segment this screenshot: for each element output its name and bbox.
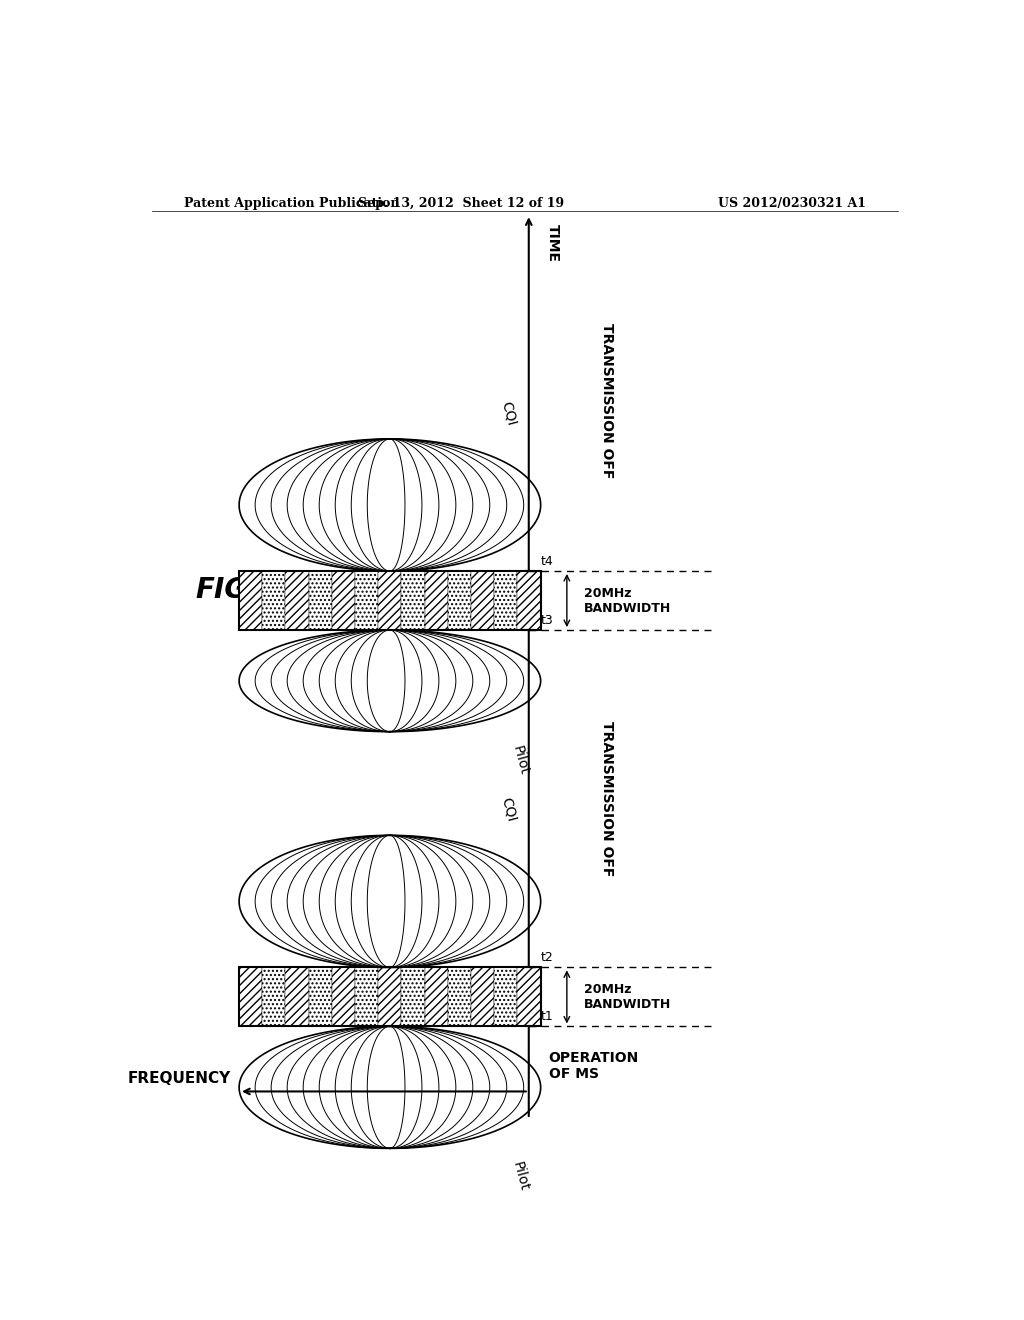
Text: TRANSMISSION OFF: TRANSMISSION OFF — [600, 721, 614, 876]
Text: FREQUENCY: FREQUENCY — [128, 1072, 231, 1086]
Bar — [378, 572, 401, 630]
Text: CQI: CQI — [499, 400, 519, 426]
Bar — [308, 572, 332, 630]
Bar — [401, 968, 425, 1027]
Bar — [355, 968, 378, 1027]
Text: Pilot: Pilot — [510, 1160, 531, 1193]
Bar — [471, 572, 495, 630]
Bar — [262, 572, 286, 630]
Text: t3: t3 — [541, 614, 553, 627]
Bar — [378, 968, 401, 1027]
Bar — [240, 968, 262, 1027]
Bar — [495, 968, 517, 1027]
Bar — [425, 968, 447, 1027]
Bar — [401, 572, 425, 630]
Text: FIG.12: FIG.12 — [196, 577, 297, 605]
Text: OPERATION
OF MS: OPERATION OF MS — [549, 1051, 639, 1081]
Bar — [286, 968, 308, 1027]
Text: US 2012/0230321 A1: US 2012/0230321 A1 — [718, 197, 866, 210]
Bar — [447, 968, 471, 1027]
Bar — [495, 572, 517, 630]
Bar — [447, 572, 471, 630]
Text: 20MHz
BANDWIDTH: 20MHz BANDWIDTH — [585, 586, 672, 615]
Bar — [517, 968, 541, 1027]
Text: TRANSMISSION OFF: TRANSMISSION OFF — [600, 322, 614, 478]
Bar — [517, 572, 541, 630]
Bar — [286, 572, 308, 630]
Bar — [332, 572, 355, 630]
Bar — [240, 572, 262, 630]
Text: t1: t1 — [541, 1010, 553, 1023]
Text: CQI: CQI — [499, 796, 519, 824]
Bar — [355, 572, 378, 630]
Text: 20MHz
BANDWIDTH: 20MHz BANDWIDTH — [585, 983, 672, 1011]
Text: Patent Application Publication: Patent Application Publication — [183, 197, 399, 210]
Bar — [240, 572, 541, 630]
Bar — [308, 968, 332, 1027]
Bar — [262, 968, 286, 1027]
Bar — [471, 968, 495, 1027]
Text: t4: t4 — [541, 554, 553, 568]
Bar — [240, 968, 541, 1027]
Text: Pilot: Pilot — [510, 744, 531, 776]
Bar — [425, 572, 447, 630]
Bar — [332, 968, 355, 1027]
Text: Sep. 13, 2012  Sheet 12 of 19: Sep. 13, 2012 Sheet 12 of 19 — [358, 197, 564, 210]
Text: t2: t2 — [541, 952, 553, 965]
Text: TIME: TIME — [546, 224, 560, 263]
